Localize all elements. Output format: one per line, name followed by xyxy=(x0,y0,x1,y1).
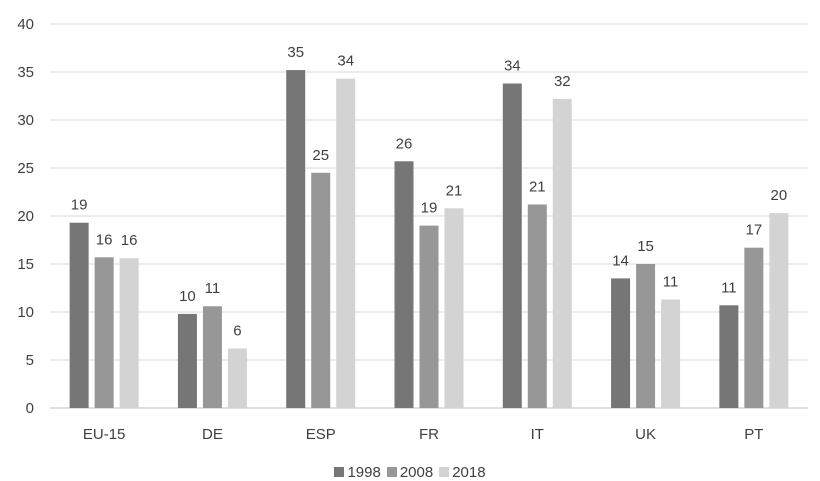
y-tick-label: 15 xyxy=(17,256,34,273)
data-label: 34 xyxy=(504,58,521,75)
x-tick-label: FR xyxy=(419,426,439,443)
bar xyxy=(94,257,114,408)
data-label: 19 xyxy=(71,197,88,214)
data-label: 6 xyxy=(233,322,241,339)
x-tick-label: UK xyxy=(635,426,656,443)
bar xyxy=(394,161,414,408)
y-tick-label: 10 xyxy=(17,304,34,321)
bar xyxy=(527,204,547,408)
data-label: 35 xyxy=(287,44,304,61)
bar xyxy=(444,208,464,408)
bar-chart-plot: 0 5 10 15 20 25 30 35 40 19 16 16 EU-15 10 11 6 DE 35 25 34… xyxy=(17,16,808,443)
data-label: 17 xyxy=(746,222,763,239)
x-tick-label: IT xyxy=(531,426,544,443)
data-label: 19 xyxy=(421,200,438,217)
x-tick-label: DE xyxy=(202,426,223,443)
data-label: 16 xyxy=(96,231,113,248)
bar xyxy=(311,172,331,408)
bar xyxy=(202,306,222,408)
data-label: 25 xyxy=(312,147,329,164)
bar xyxy=(502,83,522,409)
legend-swatch xyxy=(334,467,345,477)
legend-item: 2008 xyxy=(386,463,434,481)
bar xyxy=(611,278,631,408)
legend: 1998 2008 2018 xyxy=(0,463,820,481)
data-label: 14 xyxy=(612,252,629,269)
data-label: 34 xyxy=(337,53,354,70)
legend-item: 2018 xyxy=(439,463,486,481)
bar xyxy=(119,258,139,408)
data-label: 26 xyxy=(396,135,413,152)
data-label: 21 xyxy=(529,178,546,195)
bar xyxy=(769,213,789,408)
y-tick-label: 30 xyxy=(17,112,34,129)
bar xyxy=(286,70,306,408)
legend-label: 1998 xyxy=(347,463,381,481)
bar xyxy=(227,348,247,408)
x-tick-label: ESP xyxy=(306,426,336,443)
bar xyxy=(419,225,439,408)
y-tick-label: 20 xyxy=(17,208,34,225)
y-tick-label: 35 xyxy=(17,64,34,81)
data-label: 16 xyxy=(121,232,138,249)
legend-swatch xyxy=(386,467,397,477)
bar xyxy=(636,264,656,408)
x-tick-label: PT xyxy=(744,426,763,443)
bar xyxy=(69,222,89,408)
bar xyxy=(719,305,739,408)
bar xyxy=(744,247,764,408)
data-label: 21 xyxy=(446,182,463,199)
legend-label: 2008 xyxy=(399,463,434,481)
data-label: 11 xyxy=(205,280,221,297)
y-tick-label: 25 xyxy=(17,160,34,177)
y-tick-label: 0 xyxy=(26,400,34,417)
bar xyxy=(661,299,681,408)
data-label: 11 xyxy=(721,279,737,296)
y-tick-label: 5 xyxy=(26,352,34,369)
data-label: 11 xyxy=(663,274,679,291)
data-label: 15 xyxy=(637,238,654,255)
legend-label: 2018 xyxy=(452,463,486,481)
y-tick-label: 40 xyxy=(17,16,34,33)
x-tick-label: EU-15 xyxy=(83,426,126,443)
data-label: 10 xyxy=(179,288,196,305)
data-label: 32 xyxy=(554,73,571,90)
legend-item: 1998 xyxy=(334,463,381,481)
bar xyxy=(336,78,356,408)
data-label: 20 xyxy=(771,187,788,204)
bar xyxy=(552,98,572,408)
legend-swatch xyxy=(439,467,450,477)
bar xyxy=(177,313,197,408)
